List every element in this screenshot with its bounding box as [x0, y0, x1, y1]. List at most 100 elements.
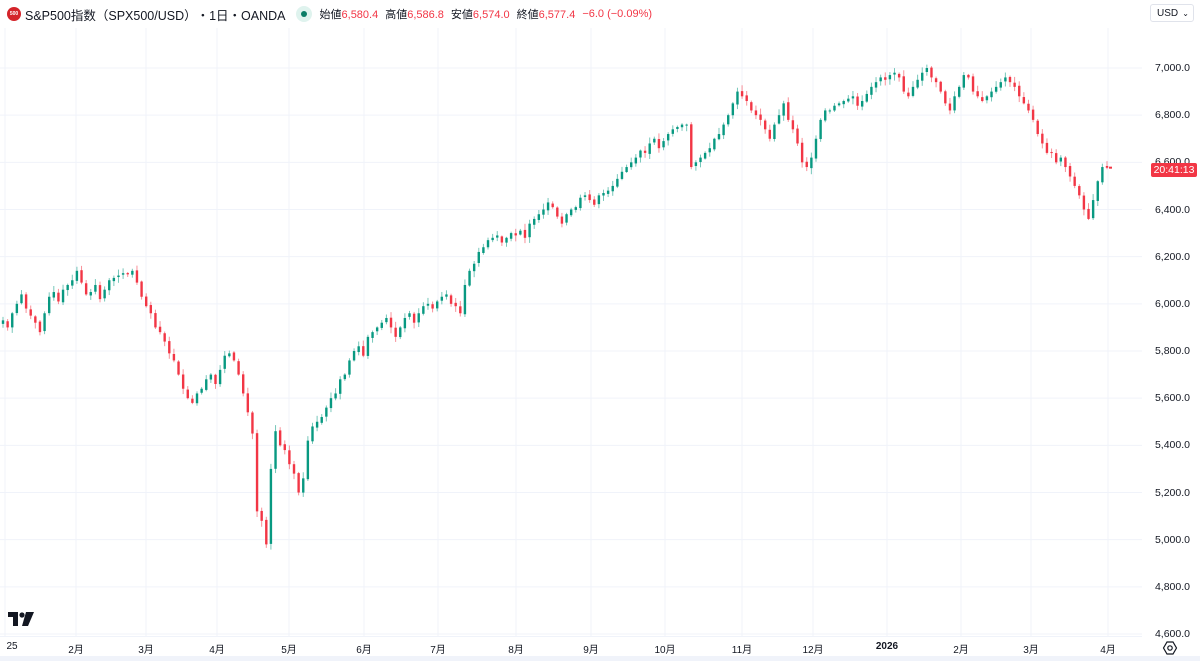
candle: [477, 247, 480, 267]
price-tick-label: 6,000.0: [1154, 297, 1190, 310]
candle: [602, 189, 605, 201]
candle: [800, 137, 804, 168]
price-axis[interactable]: 7,000.06,800.06,600.06,400.06,200.06,000…: [1142, 0, 1200, 661]
candle: [985, 95, 989, 104]
candle: [320, 414, 323, 425]
symbol-title[interactable]: S&P500指数（SPX500/USD）: [25, 8, 197, 23]
candle: [703, 151, 707, 160]
candle: [722, 122, 725, 140]
currency-select[interactable]: USD ⌄: [1150, 4, 1194, 22]
candle: [218, 365, 222, 387]
candle: [588, 189, 591, 203]
candle: [616, 174, 619, 189]
candle: [662, 138, 665, 151]
candle: [1018, 81, 1021, 103]
candle: [1101, 163, 1104, 185]
candle: [639, 149, 642, 163]
candle: [782, 100, 785, 121]
candle: [671, 125, 674, 137]
candle: [717, 127, 721, 141]
candle: [1045, 138, 1049, 155]
candle: [680, 123, 684, 131]
candle: [80, 265, 83, 285]
tradingview-logo-icon[interactable]: [8, 612, 34, 631]
candle: [38, 320, 42, 336]
candle: [94, 279, 97, 295]
time-tick-label: 9月: [583, 645, 599, 656]
candle: [653, 136, 656, 145]
candle: [200, 387, 203, 395]
candle: [1004, 72, 1007, 87]
candle: [348, 358, 351, 378]
candle: [727, 113, 730, 127]
candle: [426, 297, 430, 310]
candle: [232, 351, 236, 362]
candle: [131, 268, 134, 278]
candle: [579, 194, 582, 211]
price-tick-label: 5,200.0: [1154, 486, 1190, 499]
candle: [1096, 180, 1099, 207]
candle: [556, 206, 559, 219]
price-tick-label: 4,800.0: [1154, 580, 1190, 593]
candle: [657, 133, 661, 153]
candle: [634, 154, 638, 167]
candle: [699, 154, 702, 168]
chevron-down-icon: ⌄: [1182, 8, 1189, 18]
candle: [551, 201, 554, 209]
price-tick-label: 7,000.0: [1154, 62, 1190, 74]
candle: [874, 77, 878, 93]
candle: [648, 137, 651, 159]
candle: [519, 228, 522, 236]
candle: [971, 73, 975, 95]
candle: [366, 334, 370, 359]
candle: [597, 193, 601, 209]
candle: [533, 216, 536, 229]
candle: [121, 268, 125, 279]
candle: [611, 180, 614, 196]
time-tick-label: 3月: [1023, 645, 1039, 656]
time-tick-label: 5月: [281, 645, 297, 656]
candle: [177, 360, 180, 376]
candle: [306, 436, 310, 481]
market-status-icon[interactable]: [295, 6, 312, 22]
candle: [759, 108, 762, 126]
price-tick-label: 5,000.0: [1154, 533, 1190, 546]
time-tick-label: 2月: [68, 645, 84, 656]
time-tick-label: 3月: [138, 645, 154, 656]
candle: [302, 472, 305, 497]
candle: [773, 122, 776, 142]
candle: [934, 76, 938, 88]
candle: [468, 268, 471, 287]
gear-hex-icon[interactable]: [1162, 640, 1178, 661]
candle: [842, 99, 845, 109]
candle: [814, 135, 818, 162]
candle: [394, 321, 397, 342]
candle: [925, 64, 929, 76]
candle: [154, 309, 157, 330]
candle: [297, 471, 300, 496]
candle: [195, 391, 199, 406]
candle: [994, 81, 998, 94]
candle: [828, 108, 832, 114]
candle: [1013, 76, 1016, 92]
time-axis[interactable]: 25 2月 3月 4月 5月 6月 7月 8月 9月 10月 11月 12月 2026 2月 3月 4月: [0, 636, 1142, 657]
candle: [158, 321, 162, 335]
candle: [24, 292, 28, 313]
candle: [454, 297, 457, 312]
candle: [643, 146, 647, 158]
candle: [89, 288, 92, 300]
interval-exchange[interactable]: ・1日・OANDA: [196, 8, 286, 23]
candle: [523, 223, 527, 244]
candle: [357, 341, 360, 356]
candle: [205, 375, 208, 392]
candle: [606, 187, 610, 198]
candle: [315, 415, 319, 432]
candle: [528, 219, 531, 243]
ohlc-close: 終値6,577.4: [516, 9, 576, 21]
candle: [108, 278, 111, 296]
candle: [999, 78, 1002, 91]
candlestick-plot[interactable]: [0, 28, 1142, 636]
candle: [496, 231, 499, 242]
candle: [274, 425, 277, 474]
candle: [1054, 149, 1058, 165]
